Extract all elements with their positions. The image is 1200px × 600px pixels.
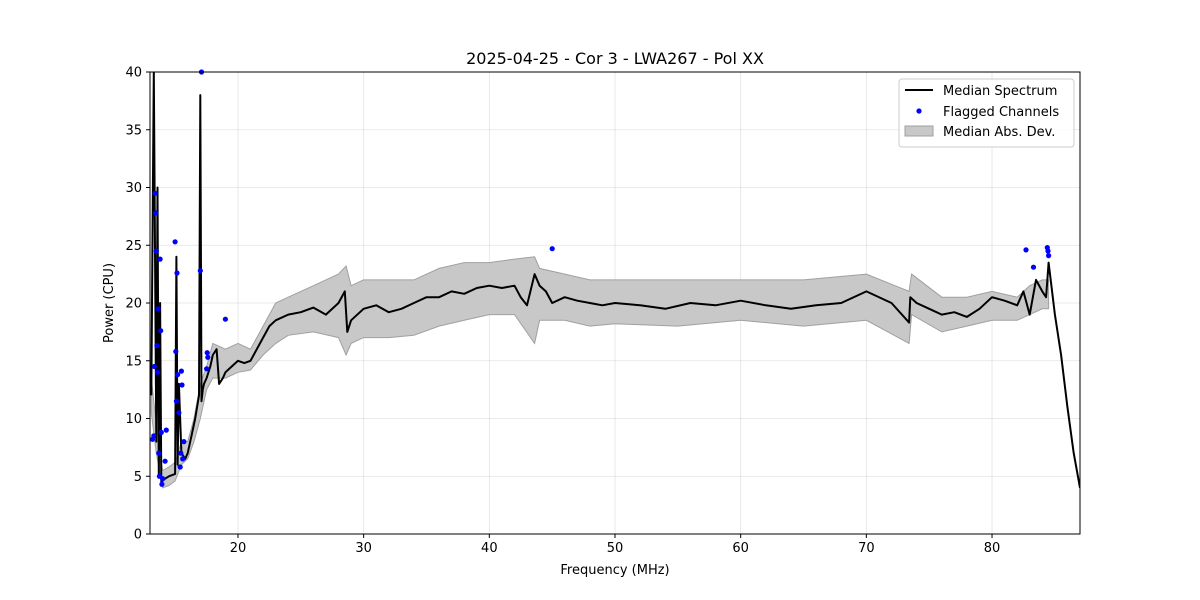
plot-area [149,69,1080,489]
flagged-channel-point [160,476,166,482]
flagged-channel-point [173,348,179,355]
flagged-channel-point [205,354,211,360]
chart-title: 2025-04-25 - Cor 3 - LWA267 - Pol XX [466,49,764,68]
flagged-channel-point [159,481,165,487]
y-tick-label: 40 [125,66,142,81]
y-axis-ticks: 0 5 10 15 20 25 30 35 40 [125,66,150,543]
flagged-channel-point [162,458,168,464]
legend-label-median-spectrum: Median Spectrum [943,84,1057,99]
flagged-channel-point [153,248,159,254]
flagged-channel-point [204,350,210,356]
flagged-channel-point [163,427,169,433]
flagged-channel-point [152,190,158,196]
flagged-channel-point [1023,247,1029,253]
flagged-channel-point [1030,264,1037,270]
flagged-channel-point [158,328,164,334]
flagged-channel-point [151,363,157,370]
y-tick-label: 20 [125,297,142,312]
y-tick-label: 35 [125,123,142,138]
y-tick-label: 10 [125,412,142,427]
x-axis-label: Frequency (MHz) [560,563,669,578]
mad-band [150,256,1050,489]
legend-label-flagged-channels: Flagged Channels [943,105,1059,120]
x-tick-label: 80 [984,541,1001,556]
flagged-channel-point [154,369,161,375]
y-axis-label: Power (CPU) [102,263,117,343]
x-tick-label: 20 [230,541,247,556]
flagged-channel-point [151,433,157,439]
x-tick-label: 30 [355,541,372,556]
legend-swatch-flagged-channels [916,108,922,114]
plot-content [150,72,1080,489]
x-tick-label: 50 [607,541,624,556]
flagged-channel-point [179,382,185,388]
flagged-channel-point [154,343,160,349]
flagged-channel-point [181,439,187,445]
flagged-channel-point [174,270,180,276]
flagged-channel-point [178,450,184,456]
y-tick-label: 30 [125,181,142,196]
y-tick-label: 5 [134,470,142,485]
flagged-channel-point [1045,248,1051,254]
flagged-channel-point [157,256,163,262]
x-tick-label: 60 [732,541,749,556]
legend-box [898,78,1075,148]
y-tick-label: 25 [125,239,142,254]
legend-label-median-abs-dev: Median Abs. Dev. [943,125,1055,140]
flagged-channel-point [222,316,228,322]
legend-swatch-median-abs-dev [904,125,934,137]
flagged-channel-point [173,398,179,404]
flagged-channel-point [177,464,183,470]
flagged-channel-point [180,456,186,462]
flagged-channel-point [153,210,159,216]
flagged-channel-point [176,410,182,416]
flagged-channel-point [155,306,161,312]
x-tick-label: 70 [858,541,875,556]
y-tick-label: 0 [134,528,142,543]
flagged-channel-point [175,372,181,378]
flagged-channel-point [204,366,210,372]
median-spectrum-line [150,72,1080,488]
flagged-channel-point [549,246,555,252]
flagged-channel-point [156,450,162,456]
x-tick-label: 40 [481,541,498,556]
legend: Median Spectrum Flagged Channels Median … [898,78,1075,148]
x-axis-ticks: 20 30 40 50 60 70 80 [230,534,1001,556]
y-tick-label: 15 [125,354,142,369]
flagged-channel-point [158,429,164,435]
flagged-channel-point [197,268,203,274]
flagged-channel-point [178,368,184,374]
flagged-channel-point [172,239,178,245]
flagged-channel-point [1046,253,1052,259]
